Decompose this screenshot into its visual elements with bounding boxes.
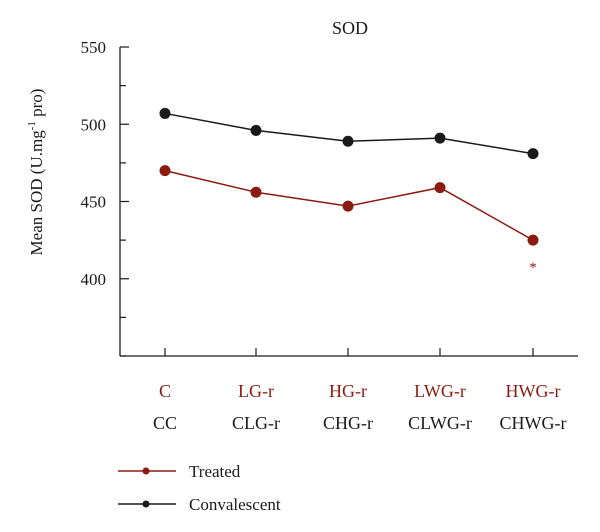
data-point-convalescent: [342, 135, 354, 147]
significance-asterisk: *: [529, 260, 537, 276]
y-axis-label-end: pro): [27, 89, 46, 122]
data-point-convalescent: [434, 132, 446, 144]
x-tick-label-convalescent: CLWG-r: [408, 413, 472, 433]
y-axis-label-main: Mean SOD (U.mg: [27, 130, 46, 256]
legend-label-convalescent: Convalescent: [189, 495, 281, 514]
data-point-treated: [159, 165, 171, 177]
data-point-convalescent: [159, 107, 171, 119]
series-line-convalescent: [164, 112, 534, 155]
legend-marker-treated: [142, 467, 150, 475]
legend: Treated Convalescent: [118, 462, 281, 514]
legend-item-convalescent: Convalescent: [118, 495, 281, 514]
legend-label-treated: Treated: [189, 462, 241, 481]
y-tick-label: 400: [81, 270, 107, 289]
data-point-treated: [527, 234, 539, 246]
legend-marker-convalescent: [142, 500, 150, 508]
x-tick-label-convalescent: CC: [153, 413, 177, 433]
x-tick-label-treated: LWG-r: [414, 381, 466, 401]
x-tick-label-convalescent: CHG-r: [323, 413, 373, 433]
data-point-treated: [342, 200, 354, 212]
data-point-convalescent: [250, 124, 262, 136]
data-point-treated: [434, 182, 446, 194]
axes: 400 450 500 550: [81, 38, 578, 357]
chart-title: SOD: [332, 18, 368, 38]
y-tick-label: 500: [81, 115, 107, 134]
x-tick-label-convalescent: CHWG-r: [500, 413, 567, 433]
x-tick-label-treated: LG-r: [238, 381, 274, 401]
x-tick-label-convalescent: CLG-r: [232, 413, 280, 433]
y-axis-label: Mean SOD (U.mg-1 pro): [26, 89, 46, 256]
x-tick-label-treated: HG-r: [329, 381, 367, 401]
data-point-convalescent: [527, 148, 539, 160]
x-tick-label-treated: HWG-r: [506, 381, 561, 401]
y-tick-label: 450: [81, 193, 107, 212]
y-axis-label-superscript: -1: [26, 121, 38, 130]
y-tick-label: 550: [81, 38, 107, 57]
data-point-treated: [250, 186, 262, 198]
legend-item-treated: Treated: [118, 462, 241, 481]
x-tick-label-treated: C: [159, 381, 171, 401]
category-labels: C LG-r HG-r LWG-r HWG-rCC CLG-r CHG-r CLWG-r CHW…: [153, 381, 567, 433]
series-layer: *: [159, 107, 539, 276]
